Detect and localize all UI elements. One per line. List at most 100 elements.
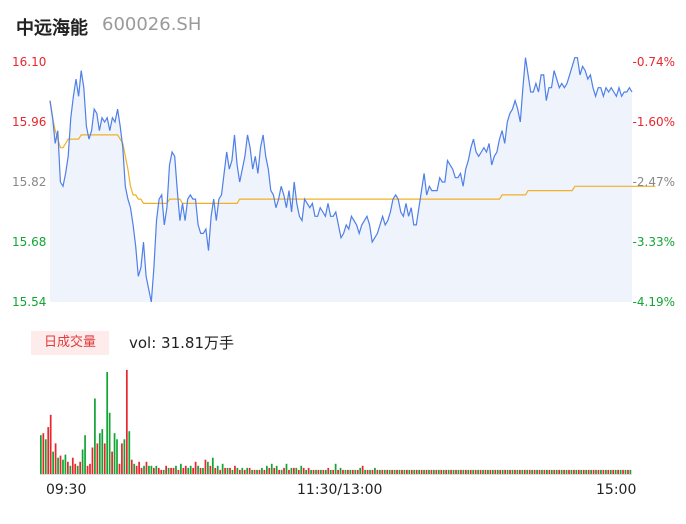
volume-bar bbox=[624, 469, 627, 474]
volume-bar bbox=[585, 469, 588, 474]
volume-bar bbox=[489, 469, 492, 474]
volume-bar bbox=[312, 469, 315, 474]
volume-bar bbox=[460, 469, 462, 474]
volume-bar bbox=[364, 469, 366, 474]
volume-bar bbox=[401, 469, 403, 474]
price-line bbox=[49, 57, 633, 303]
volume-bar bbox=[494, 469, 497, 474]
volume-bar bbox=[329, 469, 332, 474]
volume-bar bbox=[442, 469, 445, 474]
volume-bar bbox=[555, 469, 558, 474]
volume-bar bbox=[315, 469, 317, 474]
volume-bar bbox=[425, 469, 428, 474]
volume-bar bbox=[295, 467, 298, 474]
volume-bar bbox=[285, 463, 288, 474]
volume-bar bbox=[604, 469, 607, 474]
volume-bar bbox=[408, 469, 411, 474]
volume-bar bbox=[600, 469, 602, 474]
volume-bar bbox=[617, 469, 619, 474]
volume-bar bbox=[192, 467, 195, 474]
volume-bar bbox=[403, 469, 406, 474]
volume-bar bbox=[184, 465, 187, 474]
volume-bar bbox=[378, 469, 381, 474]
volume-bar bbox=[509, 469, 511, 474]
volume-bar bbox=[528, 469, 531, 474]
volume-bar bbox=[546, 469, 548, 474]
volume-bar bbox=[125, 370, 128, 474]
volume-bar bbox=[130, 459, 133, 474]
y-left-tick: 15.54 bbox=[12, 295, 47, 309]
volume-bar bbox=[305, 469, 308, 474]
volume-bar bbox=[597, 469, 600, 474]
volume-bar bbox=[71, 457, 74, 474]
volume-bar bbox=[187, 467, 190, 474]
volume-bar bbox=[577, 469, 580, 474]
volume-bar bbox=[374, 467, 376, 474]
volume-bar bbox=[361, 465, 364, 474]
volume-bar bbox=[590, 469, 592, 474]
volume-bar bbox=[376, 469, 379, 474]
volume-bar bbox=[356, 469, 359, 474]
volume-bar bbox=[359, 467, 362, 474]
volume-bar bbox=[450, 469, 452, 474]
y-right-tick: -2.47% bbox=[632, 175, 675, 189]
y-right-tick: -0.74% bbox=[632, 55, 675, 69]
volume-bar bbox=[96, 443, 99, 474]
volume-bar bbox=[474, 469, 477, 474]
volume-bar bbox=[108, 412, 111, 474]
volume-bar bbox=[324, 469, 327, 474]
volume-bar bbox=[123, 439, 126, 474]
volume-bar bbox=[300, 465, 303, 474]
volume-bar bbox=[406, 469, 408, 474]
volume-bar bbox=[501, 469, 504, 474]
volume-bar bbox=[98, 433, 101, 474]
volume-bar bbox=[320, 469, 322, 474]
volume-bar bbox=[523, 469, 526, 474]
avg-price-line bbox=[49, 100, 656, 204]
volume-bar bbox=[609, 469, 612, 474]
volume-bar bbox=[204, 459, 207, 474]
volume-bar bbox=[67, 461, 69, 474]
volume-bar bbox=[214, 467, 217, 474]
volume-bar bbox=[516, 469, 519, 474]
volume-bar bbox=[199, 467, 202, 474]
volume-bar bbox=[270, 463, 273, 474]
volume-bar bbox=[268, 467, 271, 474]
volume-bar bbox=[172, 467, 175, 474]
volume-bar bbox=[337, 469, 339, 474]
volume-bar bbox=[587, 469, 590, 474]
volume-bar bbox=[521, 469, 524, 474]
volume-bar bbox=[563, 469, 565, 474]
volume-bar bbox=[327, 467, 330, 474]
volume-bar bbox=[349, 469, 352, 474]
volume-bar bbox=[307, 467, 310, 474]
volume-bar bbox=[111, 451, 113, 474]
volume-bar bbox=[339, 467, 342, 474]
volume-bar bbox=[386, 469, 389, 474]
volume-bar bbox=[484, 469, 487, 474]
volume-bar bbox=[499, 469, 502, 474]
volume-bar bbox=[506, 469, 509, 474]
volume-bar bbox=[479, 469, 482, 474]
y-left-tick: 15.96 bbox=[12, 115, 47, 129]
volume-bar bbox=[437, 469, 440, 474]
volume-bar bbox=[293, 467, 295, 474]
volume-bar bbox=[155, 465, 158, 474]
volume-bar bbox=[607, 469, 610, 474]
volume-bar bbox=[629, 469, 632, 474]
x-tick-label: 09:30 bbox=[46, 482, 87, 498]
volume-bar bbox=[211, 457, 214, 474]
volume-bar bbox=[381, 469, 384, 474]
volume-bar bbox=[170, 467, 172, 474]
volume-bar bbox=[371, 469, 374, 474]
volume-bar bbox=[241, 467, 244, 474]
volume-bar bbox=[101, 429, 104, 474]
volume-bar bbox=[288, 469, 290, 474]
y-right-tick: -4.19% bbox=[632, 295, 675, 309]
volume-bar bbox=[511, 469, 514, 474]
volume-bar bbox=[256, 469, 258, 474]
volume-bar bbox=[592, 469, 595, 474]
volume-bar bbox=[84, 435, 86, 474]
volume-bar bbox=[487, 469, 489, 474]
